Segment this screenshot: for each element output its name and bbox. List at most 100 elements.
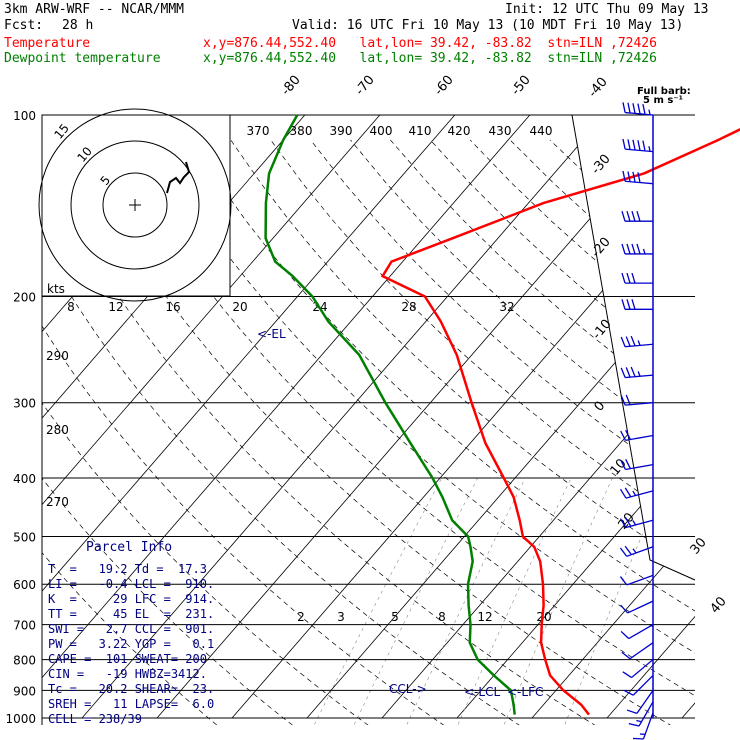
hodograph-ring [70,140,200,270]
wind-barb-flag [624,545,632,556]
parcel-level-marker: <-EL [257,327,286,341]
wind-barb [621,210,653,222]
wind-barb-flag [631,299,636,310]
parcel-row: T = 19.2 Td = 17.3 [48,562,207,576]
isotherm-label: -20 [589,235,614,261]
wind-barb-flag [630,335,636,347]
wind-barb [619,487,654,499]
wind-barb [620,429,654,441]
dry-adiabat [190,139,695,725]
wind-barb-flag [620,459,627,470]
dry-adiabat [669,139,695,725]
isotherm-label: -30 [589,152,614,178]
wind-barb-flag [632,103,636,114]
wind-barb [622,138,654,153]
wind-barb-half-flag [648,109,651,115]
isotherm-line [456,115,695,719]
dry-adiabat [350,139,695,725]
wind-barb-flag [627,102,631,114]
hodograph-units-label: kts [47,282,65,296]
isotherm-label: -40 [586,75,611,101]
hodograph-speed-tick: 28 [401,300,416,314]
wind-barb [620,458,654,471]
wind-barb-flag [621,651,631,660]
mixing-ratio-line [562,477,668,725]
mixing-ratio-label: 12 [477,610,492,624]
dry-adiabat [70,139,681,725]
hodograph-speed-tick: 20 [232,300,247,314]
wind-barb [621,299,653,310]
mixing-ratio-label: 3 [337,610,345,624]
barb-legend-line: 5 m s⁻¹ [643,95,683,106]
hodograph-ring [102,172,168,238]
isotherm-line [231,115,695,719]
wind-barb [632,712,654,740]
wind-barb-flag [625,429,631,440]
dry-adiabat [270,139,695,725]
mixing-ratio-label: 8 [438,610,446,624]
parcel-row: LI = -0.4 LCL = 910. [48,577,215,591]
wind-barb [619,574,654,586]
isotherm-line [606,115,695,719]
wind-barb-half-flag [637,340,641,346]
wind-barb [621,243,653,255]
wind-barb-flag [625,336,631,347]
parcel-row: SREH = 11 LAPSE= 6.0 [48,697,215,711]
wind-barb-flag [626,299,631,310]
wind-barb-half-flag [632,548,637,554]
theta-e-label: 420 [448,124,471,138]
isotherm-line [306,115,695,719]
parcel-level-marker: CCL-> [389,682,427,696]
wind-barb-flag [619,518,627,528]
dry-adiabat [629,139,695,725]
theta-e-label: 430 [489,124,512,138]
wind-barb-flag [619,576,628,586]
wind-barb-flag [625,367,631,378]
dry-adiabat [230,139,695,725]
parcel-row: PW = 3.22 YGP = 0.1 [48,637,215,651]
dewpoint-legend: Dewpoint temperature [4,51,161,66]
wind-barb-half-flag [636,719,642,723]
hodograph-trace [166,161,191,194]
wind-barb-flag [622,671,632,679]
wind-barb [622,102,654,116]
parcel-row: TT = 45 EL = 231. [48,607,215,621]
wind-barb-flag [621,272,626,284]
wind-barb-flag [620,430,627,441]
dewpoint-profile [264,114,516,715]
isotherm-label: -60 [432,73,457,99]
wind-barb-half-flag [632,520,637,526]
plot-group [42,115,695,725]
wind-barb-flag [631,272,636,284]
parcel-row: CELL = 238/39 [48,712,142,726]
wind-barb-flag [637,140,641,151]
wind-barb-shaft [626,574,654,586]
wind-barb-half-flag [637,371,641,377]
pressure-tick-label: 300 [13,397,36,411]
pressure-tick-label: 700 [13,619,36,633]
wind-barb-flag [620,395,626,406]
mixing-ratio-label: 2 [297,610,305,624]
wind-barb-flag [626,272,631,284]
wind-barb [626,690,654,714]
isotherm-line [381,115,695,719]
init-time: Init: 12 UTC Thu 09 May 13 [505,2,709,17]
wind-barb-flag [632,139,636,151]
dry-adiabat [469,139,695,725]
pressure-tick-label: 100 [13,109,36,123]
theta-e-label: 380 [290,124,313,138]
theta-e-label: 390 [330,124,353,138]
wind-barb-flag [625,458,631,469]
pressure-tick-label: 600 [13,578,36,592]
temperature-location: x,y=876.44,552.40 lat,lon= 39.42, -83.82… [203,36,657,51]
wind-barb-flag [630,366,636,377]
pressure-tick-label: 400 [13,472,36,486]
wind-barb-half-flag [632,490,637,496]
dry-adiabat [42,139,605,725]
right-frame [571,114,696,581]
wind-barb [620,394,654,406]
wind-barb [620,366,654,379]
wind-barb-flag [621,210,626,222]
wind-barb-flag [625,394,631,405]
wind-barb-shaft [625,180,654,185]
